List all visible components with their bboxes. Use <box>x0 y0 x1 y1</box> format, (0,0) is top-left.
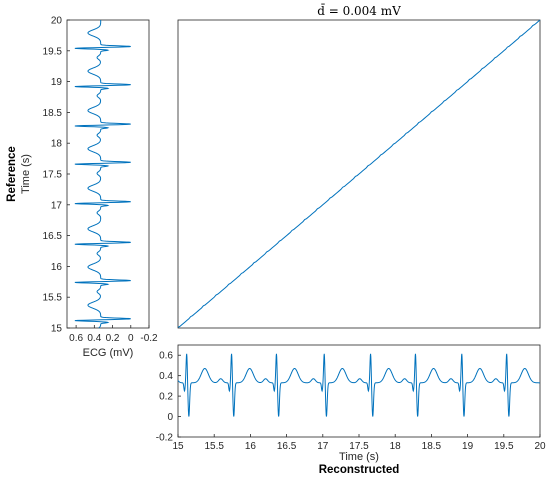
reconstructed-time-tick-label: 18 <box>390 441 402 452</box>
reconstructed-time-tick-label: 19 <box>462 441 474 452</box>
reconstructed-ecg-trace <box>177 353 540 417</box>
reference-time-tick-label: 15 <box>51 324 63 335</box>
reconstructed-time-tick-label: 18.5 <box>422 441 442 452</box>
reference-time-tick-label: 15.5 <box>43 293 63 304</box>
reference-time-ticks: 15 15.5 16 16.5 17 17.5 18 18.5 19 19.5 20 <box>43 16 70 335</box>
reconstructed-ecg-panel: 15 15.5 16 16.5 17 17.5 18 18.5 19 19.5 20 -0.2 0 0.… <box>156 344 546 476</box>
reconstructed-ecg-ticks: -0.2 0 0.2 0.4 0.6 <box>156 351 181 444</box>
reference-time-tick-label: 16.5 <box>43 231 63 242</box>
reference-time-label: Time (s) <box>20 154 32 194</box>
reference-time-tick-label: 17.5 <box>43 170 63 181</box>
reference-ecg-trace <box>74 20 131 329</box>
reconstructed-xlabel: Time (s) <box>339 451 379 463</box>
reconstructed-ecg-tick-label: -0.2 <box>156 433 174 444</box>
reference-xlabel: ECG (mV) <box>83 347 134 359</box>
reconstructed-label: Reconstructed <box>319 464 400 476</box>
reference-time-tick-label: 18 <box>51 139 63 150</box>
reconstructed-time-tick-label: 19.5 <box>494 441 514 452</box>
reference-time-tick-label: 18.5 <box>43 108 63 119</box>
reconstructed-ecg-tick-label: 0.4 <box>159 371 173 382</box>
reference-time-tick-label: 19.5 <box>43 46 63 57</box>
reference-ecg-ticks: 0.6 0.4 0.2 0 -0.2 <box>69 325 158 344</box>
reconstructed-ecg-tick-label: 0 <box>167 412 173 423</box>
reconstructed-time-ticks: 15 15.5 16 16.5 17 17.5 18 18.5 19 19.5 20 <box>172 434 546 452</box>
reference-ecg-tick-label: 0.2 <box>106 333 120 344</box>
reference-ecg-tick-label: 0 <box>128 333 134 344</box>
reconstructed-time-tick-label: 20 <box>534 441 546 452</box>
reconstructed-time-tick-label: 17.5 <box>349 441 369 452</box>
reference-ecg-tick-label: 0.6 <box>69 333 83 344</box>
reconstructed-ecg-tick-label: 0.2 <box>159 392 173 403</box>
warping-path-panel: d̄ = 0.004 mV <box>177 2 541 329</box>
reconstructed-time-tick-label: 17 <box>317 441 329 452</box>
reference-time-tick-label: 19 <box>51 77 63 88</box>
reconstructed-time-tick-label: 15 <box>172 441 184 452</box>
reconstructed-time-tick-label: 16 <box>245 441 257 452</box>
reference-ecg-tick-label: 0.4 <box>87 333 101 344</box>
reconstructed-time-tick-label: 16.5 <box>277 441 297 452</box>
reference-time-tick-label: 20 <box>51 16 63 27</box>
reference-axes-frame <box>66 19 150 329</box>
warping-path-title: d̄ = 0.004 mV <box>317 2 401 18</box>
reference-time-tick-label: 16 <box>51 262 63 273</box>
reconstructed-axes-frame <box>177 344 541 438</box>
reference-ecg-tick-label: -0.2 <box>140 333 158 344</box>
reconstructed-ecg-tick-label: 0.6 <box>159 351 173 362</box>
reconstructed-time-tick-label: 15.5 <box>204 441 224 452</box>
reference-time-tick-label: 17 <box>51 200 63 211</box>
warping-path-line <box>177 19 541 328</box>
reference-ylabel: Reference <box>6 146 18 202</box>
